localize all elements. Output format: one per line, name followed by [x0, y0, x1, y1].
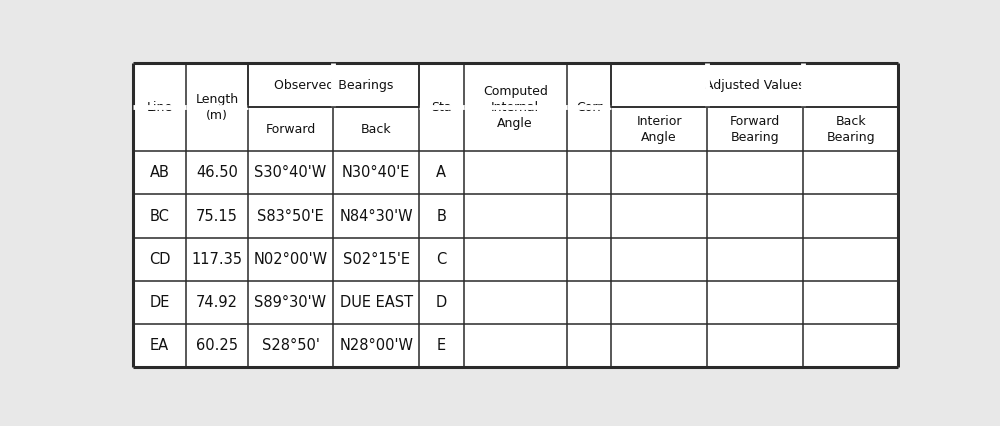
- Text: Back: Back: [361, 123, 392, 136]
- Text: E: E: [437, 338, 446, 353]
- Text: AB: AB: [150, 165, 169, 180]
- Text: Computed
Internal
Angle: Computed Internal Angle: [483, 85, 548, 130]
- Text: Corr: Corr: [576, 101, 602, 114]
- Text: 117.35: 117.35: [191, 252, 242, 267]
- Text: Forward
Bearing: Forward Bearing: [730, 115, 780, 144]
- Text: Length
(m): Length (m): [195, 93, 239, 122]
- Text: S89°30'W: S89°30'W: [254, 295, 327, 310]
- Text: DUE EAST: DUE EAST: [340, 295, 413, 310]
- Text: S02°15'E: S02°15'E: [343, 252, 410, 267]
- Text: B: B: [436, 209, 446, 224]
- Text: C: C: [436, 252, 446, 267]
- Text: BC: BC: [150, 209, 169, 224]
- Text: Observed Bearings: Observed Bearings: [274, 79, 393, 92]
- Text: 75.15: 75.15: [196, 209, 238, 224]
- Text: D: D: [436, 295, 447, 310]
- Text: Sta: Sta: [431, 101, 452, 114]
- Text: CD: CD: [149, 252, 170, 267]
- Text: Interior
Angle: Interior Angle: [636, 115, 682, 144]
- Text: 46.50: 46.50: [196, 165, 238, 180]
- Text: A: A: [436, 165, 446, 180]
- Text: N02°00'W: N02°00'W: [253, 252, 328, 267]
- Text: Line: Line: [146, 101, 173, 114]
- Text: Back
Bearing: Back Bearing: [826, 115, 875, 144]
- Text: Forward: Forward: [265, 123, 316, 136]
- Text: 74.92: 74.92: [196, 295, 238, 310]
- Text: N28°00'W: N28°00'W: [339, 338, 413, 353]
- Text: DE: DE: [149, 295, 170, 310]
- Text: N84°30'W: N84°30'W: [339, 209, 413, 224]
- Text: S28°50': S28°50': [262, 338, 319, 353]
- Text: 60.25: 60.25: [196, 338, 238, 353]
- Text: N30°40'E: N30°40'E: [342, 165, 410, 180]
- Text: S30°40'W: S30°40'W: [254, 165, 327, 180]
- Text: S83°50'E: S83°50'E: [257, 209, 324, 224]
- Text: EA: EA: [150, 338, 169, 353]
- Text: Adjusted Values: Adjusted Values: [705, 79, 805, 92]
